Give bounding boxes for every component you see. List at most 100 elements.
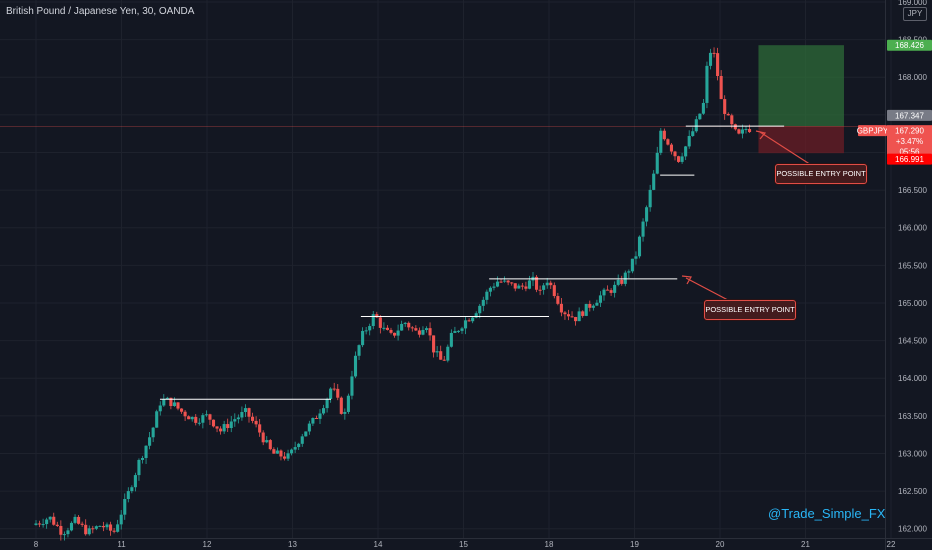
- candle: [400, 320, 404, 331]
- current-price-text: 167.290: [895, 127, 924, 136]
- candle-body: [233, 419, 237, 422]
- candle-body: [229, 421, 233, 429]
- candle: [261, 430, 265, 446]
- candle: [495, 276, 500, 288]
- target-zone: [758, 45, 844, 127]
- candle: [698, 113, 702, 120]
- candle: [545, 277, 549, 289]
- candle-body: [368, 326, 372, 331]
- candle: [123, 493, 127, 520]
- candle-body: [130, 487, 134, 492]
- stop-price-label-bg: [887, 153, 932, 165]
- candle: [719, 70, 723, 100]
- candle-body: [236, 417, 240, 420]
- candle-body: [648, 189, 652, 208]
- candle-body: [719, 76, 723, 100]
- candle: [201, 413, 205, 429]
- candle: [52, 512, 56, 526]
- candle: [524, 281, 528, 292]
- candle-body: [346, 395, 350, 412]
- candle: [343, 408, 347, 420]
- candle: [652, 170, 656, 191]
- price-tick-label: 163.500: [898, 412, 927, 421]
- candle-body: [325, 399, 329, 409]
- candle-body: [300, 436, 304, 444]
- candle-body: [52, 516, 56, 525]
- price-axis[interactable]: 162.000 162.500 163.000 163.500 164.000 164.5…: [898, 0, 927, 534]
- candle-body: [254, 420, 258, 425]
- candle: [538, 285, 542, 296]
- candle: [243, 404, 247, 418]
- candle-body: [126, 491, 130, 500]
- candle-body: [258, 424, 262, 433]
- candle-body: [251, 416, 255, 421]
- candle-body: [417, 330, 421, 335]
- candle-body: [59, 525, 63, 535]
- candle-body: [740, 129, 744, 134]
- candle: [527, 275, 531, 290]
- candle: [204, 410, 208, 417]
- candle-body: [286, 453, 290, 459]
- candle: [563, 311, 567, 320]
- candle: [371, 311, 375, 330]
- time-axis[interactable]: 8 11 12 13 14 15 18 19 20 21 22: [34, 540, 896, 549]
- candle: [38, 520, 42, 528]
- candle-body: [620, 279, 624, 284]
- candle-body: [694, 119, 698, 132]
- candle-body: [393, 332, 397, 336]
- candle-body: [94, 526, 98, 529]
- candle: [211, 419, 216, 428]
- candle-body: [45, 519, 49, 525]
- candle-body: [691, 131, 695, 137]
- candle: [581, 310, 585, 318]
- price-tick-label: 165.500: [898, 261, 927, 270]
- symbol-tag-text: GBPJPY: [857, 127, 889, 136]
- candle: [208, 413, 212, 426]
- candle: [112, 528, 116, 534]
- candle-body: [148, 437, 152, 446]
- candle: [446, 344, 450, 363]
- candle-body: [109, 524, 113, 531]
- target-price-label: 168.426: [887, 39, 932, 51]
- position-zones: [0, 45, 885, 154]
- candle: [272, 447, 276, 454]
- candle-body: [98, 525, 102, 527]
- time-tick-label: 13: [288, 540, 297, 549]
- candle: [190, 416, 194, 422]
- entry-price-label-text: 167.347: [895, 111, 924, 120]
- candle: [740, 124, 744, 139]
- candle-body: [265, 440, 269, 443]
- candle-body: [190, 416, 194, 420]
- candle-body: [353, 355, 358, 377]
- price-tick-label: 164.500: [898, 337, 927, 346]
- candle: [368, 323, 372, 336]
- price-tick-label: 168.000: [898, 73, 927, 82]
- candle-body: [318, 413, 322, 419]
- candle: [286, 449, 290, 462]
- candle: [80, 521, 84, 527]
- candle: [410, 326, 414, 332]
- candle: [744, 125, 748, 134]
- candle-body: [343, 411, 347, 414]
- currency-badge[interactable]: JPY: [903, 7, 927, 21]
- candle: [94, 525, 98, 531]
- candle: [364, 327, 368, 335]
- candle: [282, 452, 287, 461]
- candle-body: [588, 303, 592, 308]
- candle-body: [726, 113, 730, 116]
- candle-body: [158, 405, 162, 412]
- candle: [662, 128, 666, 141]
- candle: [471, 316, 475, 324]
- candle-body: [279, 450, 283, 457]
- candle-body: [101, 525, 105, 528]
- candle: [460, 326, 464, 334]
- candle: [353, 351, 358, 379]
- time-tick-label: 20: [716, 540, 725, 549]
- candle-body: [421, 329, 425, 335]
- candle-body: [630, 258, 634, 272]
- candle: [254, 416, 258, 428]
- candle: [602, 287, 606, 301]
- candle-body: [151, 427, 155, 438]
- candle-body: [570, 316, 574, 318]
